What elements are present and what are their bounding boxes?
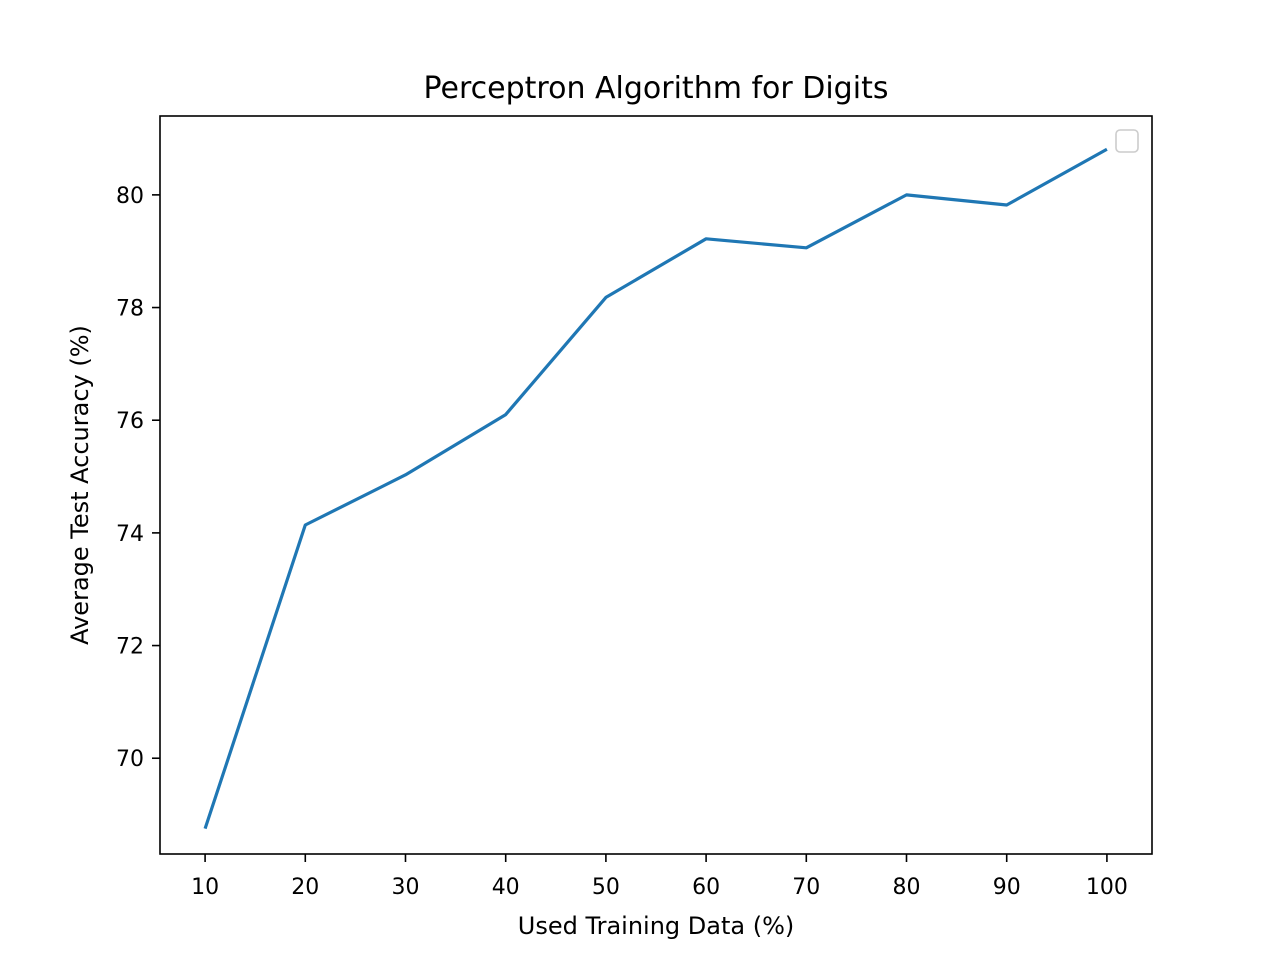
- y-axis: 70 72 74 76 78 80: [116, 184, 160, 772]
- y-tick-label: 74: [116, 522, 144, 547]
- chart-title: Perceptron Algorithm for Digits: [424, 71, 889, 106]
- legend: [1115, 129, 1139, 153]
- y-axis-label: Average Test Accuracy (%): [66, 325, 94, 645]
- x-axis-label: Used Training Data (%): [518, 912, 795, 940]
- x-tick-label: 60: [692, 875, 720, 900]
- legend-box: [1115, 129, 1139, 153]
- x-tick-label: 20: [291, 875, 319, 900]
- x-tick-label: 100: [1086, 875, 1128, 900]
- x-tick-label: 40: [492, 875, 520, 900]
- series-line: [203, 147, 1108, 830]
- y-tick-label: 70: [116, 747, 144, 772]
- x-tick-label: 50: [592, 875, 620, 900]
- y-tick-label: 72: [116, 635, 144, 660]
- axes-frame: [159, 115, 1153, 855]
- series-layer: [203, 147, 1108, 830]
- y-tick-label: 76: [116, 409, 144, 434]
- plot-area: [159, 115, 1153, 855]
- x-tick-label: 10: [191, 875, 219, 900]
- x-axis: 10 20 30 40 50 60 70 80 90 100: [191, 854, 1128, 900]
- x-tick-label: 70: [792, 875, 820, 900]
- x-tick-label: 90: [993, 875, 1021, 900]
- y-tick-label: 78: [116, 297, 144, 322]
- x-tick-label: 80: [893, 875, 921, 900]
- y-tick-label: 80: [116, 184, 144, 209]
- x-tick-label: 30: [391, 875, 419, 900]
